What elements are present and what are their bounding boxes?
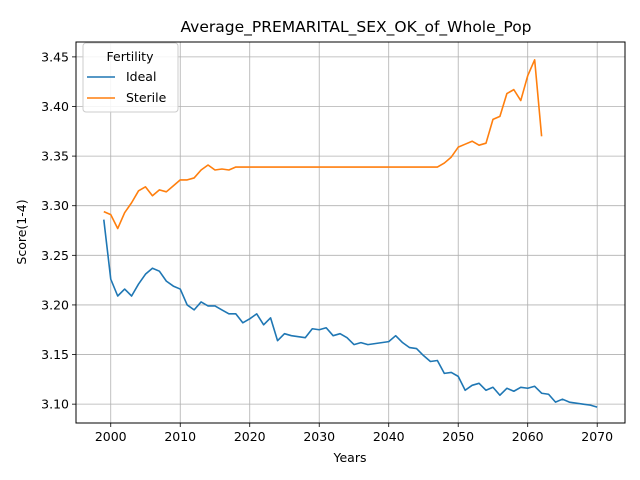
series-line-sterile	[103, 59, 543, 230]
x-tick-label: 2010	[164, 429, 196, 444]
y-tick-label: 3.25	[41, 248, 69, 263]
plot-frame	[75, 41, 626, 424]
series-lines	[103, 59, 598, 408]
x-tick-label: 2040	[373, 429, 405, 444]
y-tick-label: 3.15	[41, 347, 69, 362]
x-tick-label: 2060	[512, 429, 544, 444]
series-line-ideal	[103, 219, 598, 408]
legend-box	[82, 42, 179, 113]
x-axis-ticks: 2000 2010 2020 2030 2040 2050 2060 2070	[95, 423, 613, 444]
x-tick-label: 2000	[95, 429, 127, 444]
x-tick-label: 2070	[581, 429, 613, 444]
y-tick-label: 3.20	[41, 297, 69, 312]
x-tick-label: 2020	[234, 429, 266, 444]
x-tick-label: 2030	[303, 429, 335, 444]
y-tick-label: 3.30	[41, 198, 69, 213]
grid	[76, 42, 625, 423]
y-axis-ticks: 3.10 3.15 3.20 3.25 3.30 3.35 3.40 3.45	[41, 49, 76, 412]
y-tick-label: 3.45	[41, 49, 69, 64]
legend-label-ideal: Ideal	[126, 69, 156, 84]
legend-title: Fertility	[107, 49, 155, 64]
legend-label-sterile: Sterile	[126, 90, 167, 105]
y-tick-label: 3.35	[41, 149, 69, 164]
legend: Fertility Ideal Sterile	[82, 42, 179, 113]
y-tick-label: 3.10	[41, 397, 69, 412]
x-axis-label: Years	[333, 450, 367, 465]
x-tick-label: 2050	[442, 429, 474, 444]
y-axis-label: Score(1-4)	[14, 199, 29, 264]
chart-title: Average_PREMARITAL_SEX_OK_of_Whole_Pop	[180, 18, 531, 37]
y-tick-label: 3.40	[41, 99, 69, 114]
